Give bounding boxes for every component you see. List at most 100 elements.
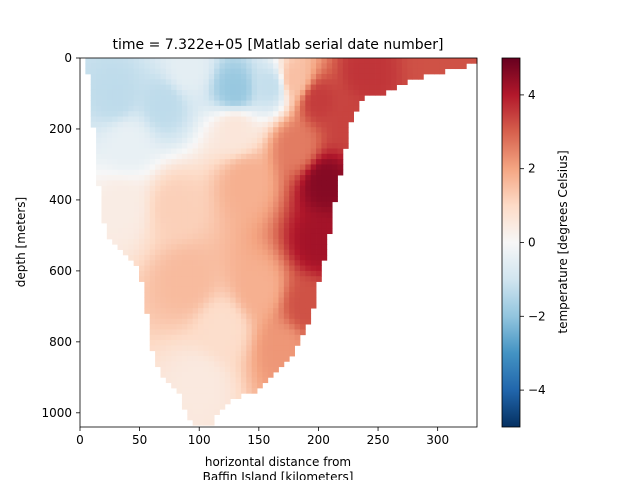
heatmap-cell	[289, 148, 295, 155]
heatmap-cell	[246, 89, 253, 96]
heatmap-cell	[198, 116, 204, 123]
heatmap-cell	[246, 191, 253, 197]
heatmap-cell	[267, 95, 274, 101]
heatmap-cell	[203, 419, 210, 426]
heatmap-cell	[321, 159, 328, 165]
heatmap-cell	[305, 111, 312, 117]
heatmap-cell	[251, 159, 258, 165]
heatmap-cell	[299, 265, 306, 272]
heatmap-cell	[240, 143, 247, 149]
heatmap-cell	[149, 217, 156, 224]
heatmap-cell	[133, 228, 140, 235]
heatmap-cell	[187, 58, 194, 64]
heatmap-cell	[240, 84, 247, 91]
heatmap-cell	[262, 329, 269, 336]
heatmap-cell	[160, 233, 167, 240]
heatmap-cell	[299, 185, 306, 192]
heatmap-cell	[257, 244, 263, 250]
heatmap-cell	[192, 159, 199, 165]
heatmap-cell	[278, 345, 285, 352]
heatmap-cell	[219, 95, 226, 101]
heatmap-cell	[235, 121, 242, 128]
heatmap-cell	[230, 270, 236, 277]
heatmap-cell	[353, 105, 360, 112]
heatmap-cell	[101, 58, 108, 64]
heatmap-cell	[246, 111, 253, 117]
heatmap-cell	[316, 148, 322, 155]
heatmap-cell	[203, 377, 210, 384]
heatmap-cell	[305, 159, 312, 165]
heatmap-cell	[198, 68, 204, 75]
heatmap-cell	[278, 276, 285, 282]
heatmap-cell	[251, 329, 258, 336]
heatmap-cell	[310, 121, 317, 128]
heatmap-cell	[160, 366, 167, 373]
heatmap-cell	[240, 73, 247, 80]
heatmap-cell	[273, 68, 279, 75]
heatmap-cell	[171, 308, 177, 314]
heatmap-cell	[214, 132, 220, 139]
heatmap-cell	[283, 132, 290, 139]
heatmap-cell	[230, 180, 236, 187]
heatmap-cell	[165, 340, 172, 346]
heatmap-cell	[224, 111, 231, 117]
heatmap-cell	[267, 281, 274, 288]
heatmap-cell	[160, 212, 167, 219]
heatmap-cell	[283, 143, 290, 149]
heatmap-cell	[192, 212, 199, 219]
heatmap-cell	[208, 238, 215, 245]
heatmap-cell	[251, 201, 258, 208]
heatmap-cell	[235, 318, 242, 325]
heatmap-cell	[203, 191, 210, 197]
heatmap-cell	[235, 308, 242, 314]
heatmap-cell	[305, 79, 312, 86]
heatmap-cell	[208, 201, 215, 208]
heatmap-cell	[321, 143, 328, 149]
heatmap-cell	[155, 207, 161, 213]
heatmap-cell	[251, 372, 258, 378]
heatmap-cell	[278, 127, 285, 133]
heatmap-cell	[187, 105, 194, 112]
heatmap-cell	[122, 148, 129, 155]
heatmap-cell	[139, 265, 145, 272]
heatmap-cell	[219, 281, 226, 288]
heatmap-cell	[171, 105, 177, 112]
heatmap-cell	[219, 159, 226, 165]
heatmap-cell	[198, 89, 204, 96]
heatmap-cell	[262, 249, 269, 256]
heatmap-cell	[192, 302, 199, 309]
heatmap-cell	[106, 175, 113, 181]
heatmap-cell	[133, 222, 140, 229]
heatmap-cell	[176, 111, 183, 117]
heatmap-cell	[439, 58, 446, 64]
heatmap-cell	[267, 73, 274, 80]
heatmap-cell	[149, 132, 156, 139]
heatmap-cell	[149, 286, 156, 293]
heatmap-cell	[246, 95, 253, 101]
heatmap-cell	[310, 244, 317, 250]
heatmap-cell	[165, 286, 172, 293]
heatmap-cell	[257, 111, 263, 117]
heatmap-cell	[203, 366, 210, 373]
heatmap-cell	[278, 308, 285, 314]
heatmap-cell	[208, 281, 215, 288]
heatmap-cell	[310, 89, 317, 96]
heatmap-cell	[208, 222, 215, 229]
heatmap-cell	[230, 302, 236, 309]
heatmap-cell	[224, 164, 231, 171]
heatmap-cell	[122, 79, 129, 86]
heatmap-cell	[165, 191, 172, 197]
heatmap-cell	[230, 63, 236, 70]
heatmap-cell	[257, 127, 263, 133]
heatmap-cell	[267, 153, 274, 160]
heatmap-cell	[407, 58, 414, 64]
heatmap-cell	[316, 84, 322, 91]
heatmap-cell	[262, 292, 269, 298]
heatmap-cell	[257, 254, 263, 261]
heatmap-cell	[112, 116, 118, 123]
heatmap-cell	[294, 318, 301, 325]
heatmap-cell	[230, 292, 236, 298]
heatmap-cell	[181, 281, 188, 288]
heatmap-cell	[198, 228, 204, 235]
